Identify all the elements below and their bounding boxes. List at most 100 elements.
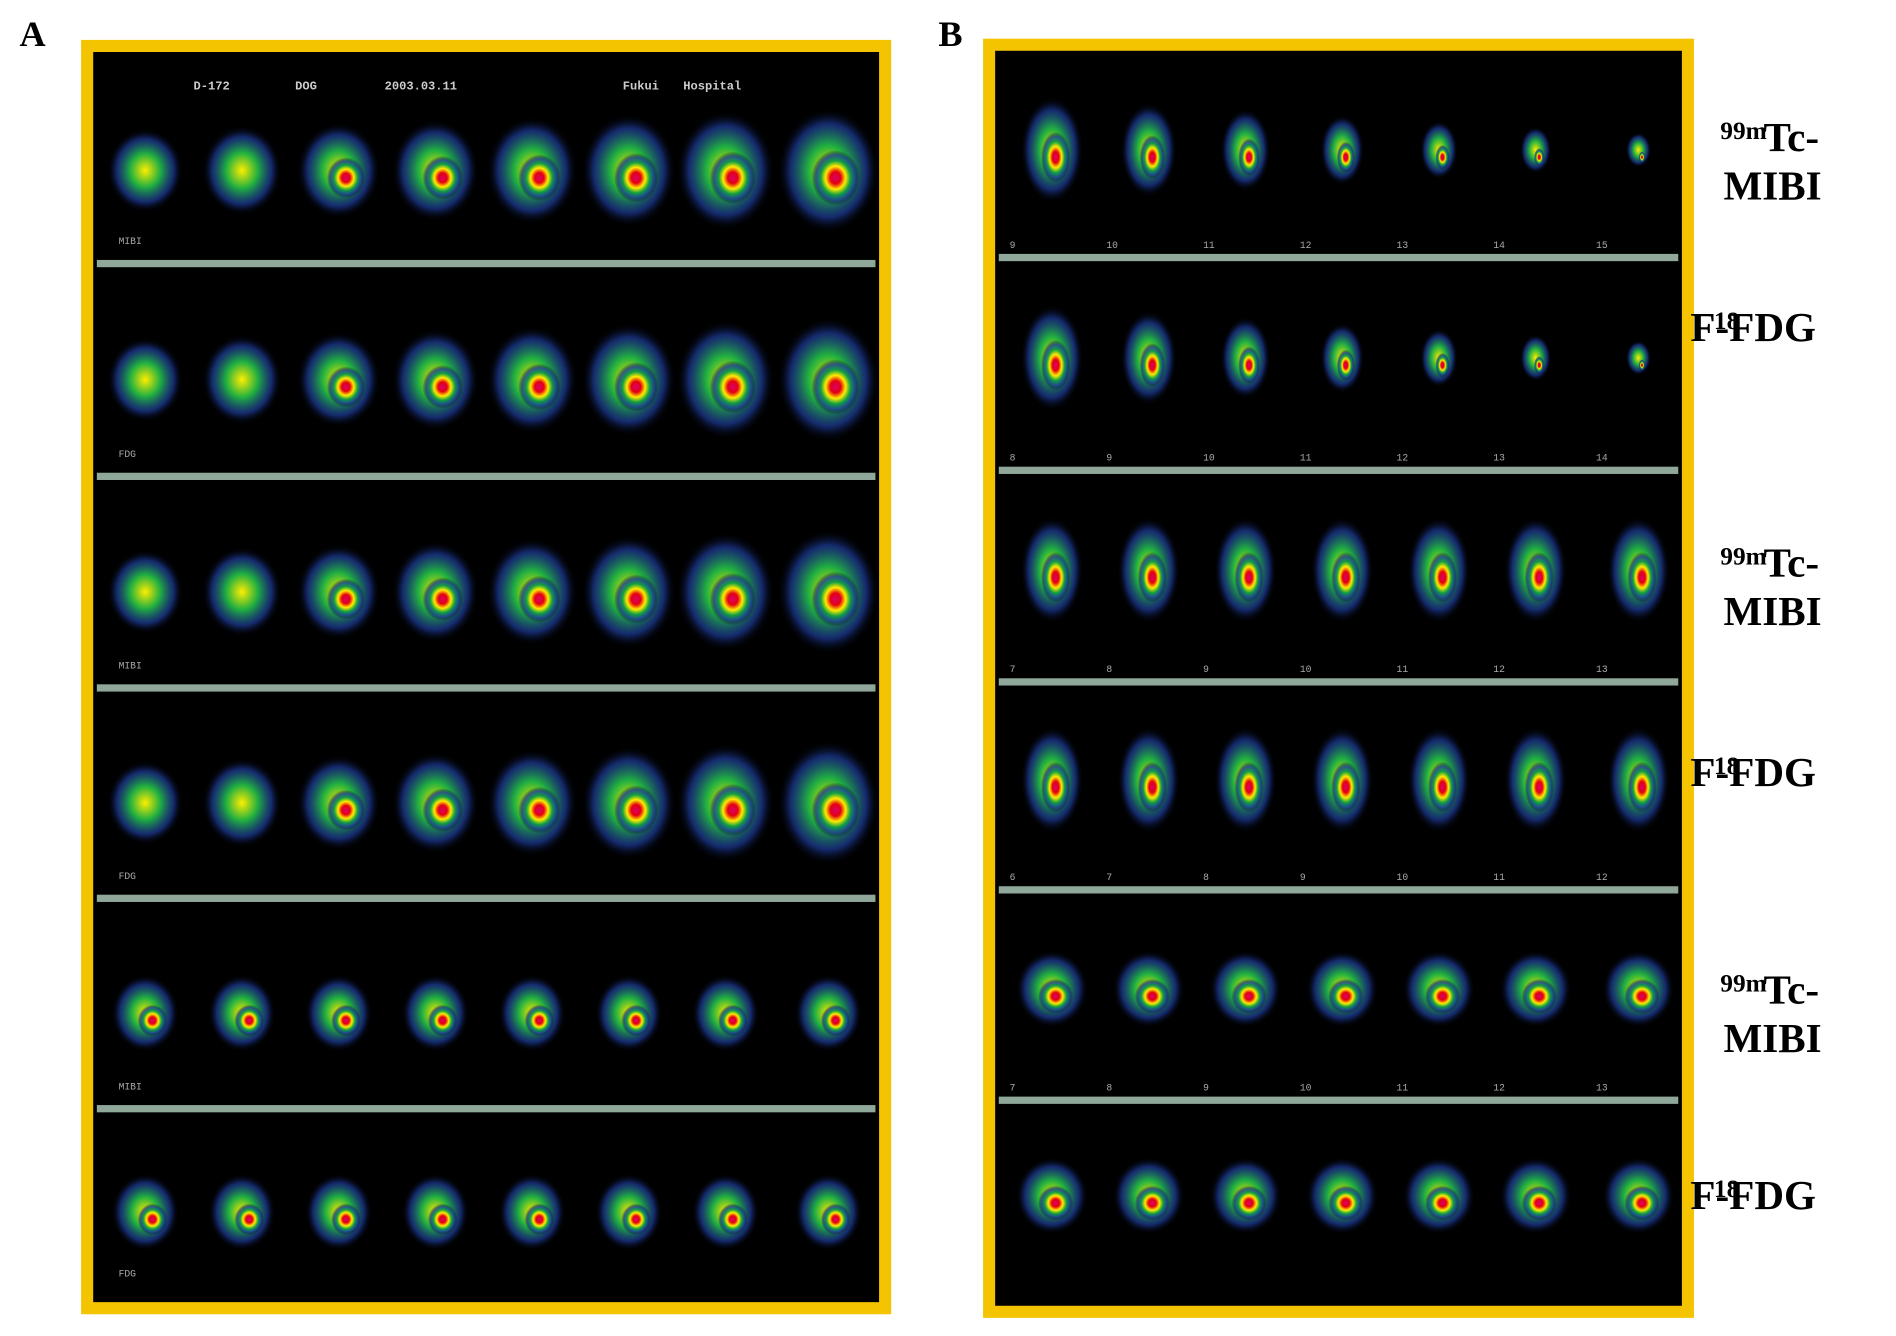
label-superscript: 99m [1720, 117, 1767, 145]
scan-core [614, 785, 659, 835]
scan-core [137, 1203, 168, 1236]
scan-core [326, 366, 365, 408]
scan-core [1041, 131, 1071, 183]
header-text: D-172 [194, 79, 230, 93]
label-text: Tc- [1763, 967, 1819, 1013]
slice-number: 8 [1010, 453, 1016, 464]
scan-core [1041, 339, 1071, 391]
scan-core [137, 1004, 168, 1037]
scan-blob [202, 125, 282, 216]
scan-core [234, 1004, 264, 1037]
scan-core [1524, 761, 1554, 813]
scan-core [1137, 761, 1167, 813]
row-label: 99mTc-MIBI [1720, 967, 1821, 1061]
scan-core [422, 365, 463, 409]
label-text: F-FDG [1690, 1172, 1816, 1218]
header-text: DOG [295, 79, 317, 93]
scan-core [1521, 978, 1557, 1014]
row-label: FDG [119, 871, 137, 882]
scan-core [1139, 135, 1165, 180]
scan-core [1638, 151, 1646, 163]
scan-core [709, 360, 756, 414]
slice-number: 6 [1010, 872, 1016, 883]
scan-core [422, 155, 463, 200]
scan-core [811, 782, 860, 838]
scan-core [718, 1203, 748, 1236]
slice-number: 9 [1203, 664, 1209, 675]
row-separator [96, 894, 876, 902]
slice-number: 11 [1203, 240, 1215, 251]
slice-number: 10 [1300, 1083, 1312, 1094]
label-text: Tc- [1763, 114, 1819, 160]
row-label: 99mTc-MIBI [1720, 114, 1821, 208]
scan-core [1234, 552, 1264, 603]
scan-core [326, 157, 365, 199]
slice-number: 11 [1397, 664, 1409, 675]
slice-number: 9 [1203, 1083, 1209, 1094]
scan-core [1137, 552, 1167, 603]
slice-number: 13 [1596, 664, 1608, 675]
scan-core [709, 783, 756, 837]
slice-number: 14 [1596, 453, 1608, 464]
row-separator [96, 1105, 876, 1113]
scan-core [1435, 145, 1450, 170]
row-label: FDG [119, 1269, 137, 1280]
slice-number: 8 [1203, 872, 1209, 883]
scan-core [524, 1203, 554, 1236]
scan-core [1231, 978, 1267, 1014]
scan-core [326, 789, 365, 831]
scan-core [1041, 761, 1071, 813]
header-text: Fukui [623, 79, 659, 93]
scan-core [1238, 346, 1260, 384]
slice-number: 12 [1397, 453, 1409, 464]
row-separator [998, 1096, 1679, 1104]
scan-core [1624, 978, 1660, 1014]
label-text: MIBI [1723, 588, 1821, 634]
scan-core [1638, 359, 1646, 371]
scan-core [614, 153, 659, 203]
row-label: 18F-FDG [1690, 1172, 1816, 1218]
scan-core [1328, 1185, 1364, 1221]
scan-core [331, 1004, 361, 1037]
slice-number: 10 [1106, 240, 1118, 251]
slice-number: 12 [1493, 1083, 1505, 1094]
label-text: MIBI [1723, 1015, 1821, 1061]
label-superscript: 18 [1714, 307, 1739, 335]
scan-core [614, 574, 659, 624]
scan-blob [107, 549, 184, 634]
row-label: 18F-FDG [1690, 304, 1816, 350]
scan-core [1435, 353, 1450, 378]
row-label: MIBI [119, 1081, 142, 1092]
label-text: F-FDG [1690, 304, 1816, 350]
row-separator [998, 678, 1679, 686]
scan-core [1134, 978, 1170, 1014]
scan-core [811, 359, 860, 415]
slice-number: 7 [1010, 1083, 1016, 1094]
scan-core [331, 1203, 361, 1236]
slice-number: 8 [1106, 664, 1112, 675]
header-text: Hospital [683, 79, 741, 93]
scan-core [427, 1203, 458, 1236]
slice-number: 11 [1397, 1083, 1409, 1094]
slice-number: 9 [1300, 872, 1306, 883]
scan-blob [202, 334, 282, 425]
scan-blob [1625, 340, 1651, 376]
scan-core [326, 578, 365, 620]
scan-core [1627, 552, 1657, 603]
scan-core [621, 1004, 651, 1037]
row-label: MIBI [119, 236, 142, 247]
scan-core [1427, 552, 1458, 603]
scan-blob [1519, 334, 1552, 382]
scan-core [1231, 1185, 1267, 1221]
row-label: 18F-FDG [1690, 749, 1816, 795]
slice-number: 13 [1493, 453, 1505, 464]
scan-core [1328, 978, 1364, 1014]
label-superscript: 99m [1720, 969, 1767, 997]
scan-core [1041, 552, 1071, 603]
label-superscript: 99m [1720, 543, 1767, 571]
scan-blob [1625, 132, 1651, 168]
header-text: 2003.03.11 [385, 79, 457, 93]
panel-letter: B [938, 14, 962, 54]
scan-blob [202, 757, 282, 848]
scan-core [518, 154, 561, 201]
